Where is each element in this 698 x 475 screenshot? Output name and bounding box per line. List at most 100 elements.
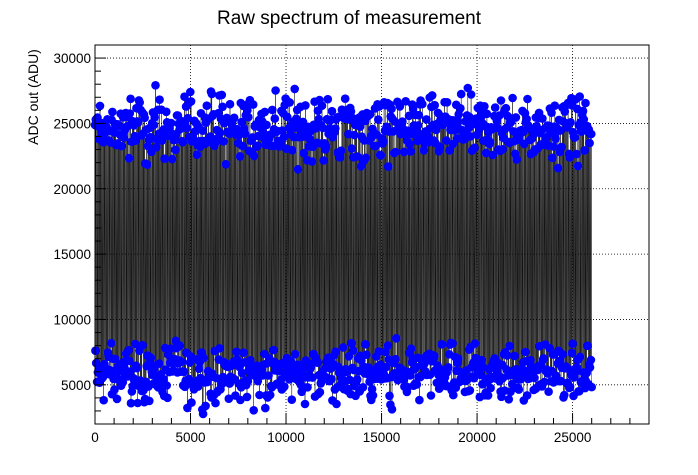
data-point bbox=[125, 109, 135, 118]
data-point bbox=[192, 150, 202, 159]
data-point bbox=[269, 345, 278, 355]
data-point bbox=[481, 148, 491, 158]
data-point bbox=[353, 152, 362, 161]
data-point bbox=[133, 398, 142, 408]
chart-title: Raw spectrum of measurement bbox=[217, 8, 482, 29]
data-point bbox=[435, 142, 445, 151]
data-point bbox=[456, 89, 466, 99]
data-point bbox=[229, 113, 239, 123]
data-point bbox=[502, 351, 512, 360]
data-point bbox=[566, 118, 575, 127]
data-point bbox=[242, 392, 252, 402]
data-point bbox=[523, 94, 532, 104]
data-point bbox=[299, 148, 309, 158]
data-point bbox=[327, 106, 337, 116]
data-point bbox=[262, 120, 271, 130]
data-point bbox=[178, 137, 188, 147]
data-point bbox=[406, 344, 416, 354]
axes bbox=[94, 44, 650, 425]
data-point bbox=[355, 122, 365, 131]
data-point bbox=[587, 129, 596, 139]
data-point bbox=[401, 97, 411, 106]
tick-labels: 0 5000 10000 15000 20000 25000 5000 10000 15000 2… bbox=[53, 51, 591, 445]
data-point bbox=[308, 373, 317, 382]
data-point bbox=[162, 381, 171, 390]
data-point bbox=[405, 139, 415, 149]
data-point bbox=[485, 137, 495, 147]
data-point bbox=[130, 339, 140, 349]
data-point bbox=[385, 391, 394, 401]
data-point bbox=[217, 90, 227, 100]
data-point bbox=[466, 132, 475, 141]
data-point bbox=[163, 393, 172, 403]
data-point bbox=[297, 387, 307, 397]
data-point bbox=[437, 340, 447, 349]
data-point bbox=[547, 108, 556, 117]
data-point bbox=[138, 340, 147, 350]
data-point bbox=[287, 145, 297, 155]
data-point bbox=[418, 99, 427, 109]
data-point bbox=[379, 137, 388, 146]
data-point bbox=[442, 98, 452, 107]
data-point bbox=[511, 113, 521, 122]
x-tick-label: 10000 bbox=[267, 430, 305, 445]
data-point bbox=[469, 373, 479, 383]
data-point bbox=[215, 128, 225, 138]
data-point bbox=[422, 115, 431, 124]
data-point bbox=[376, 151, 386, 160]
data-point bbox=[321, 142, 331, 151]
data-point bbox=[399, 147, 409, 157]
data-point bbox=[405, 371, 415, 380]
data-point bbox=[154, 359, 164, 368]
x-tick-label: 25000 bbox=[554, 430, 592, 445]
data-point bbox=[125, 356, 134, 366]
data-point bbox=[453, 117, 463, 127]
data-point bbox=[111, 354, 120, 364]
data-point bbox=[205, 132, 215, 141]
data-point bbox=[167, 154, 177, 164]
data-point bbox=[486, 383, 495, 393]
data-point bbox=[202, 101, 212, 110]
data-point bbox=[570, 133, 579, 142]
data-point bbox=[243, 106, 252, 115]
data-point bbox=[287, 395, 297, 405]
data-point bbox=[482, 109, 492, 119]
data-point bbox=[332, 399, 341, 409]
data-point bbox=[261, 403, 270, 413]
data-point bbox=[249, 151, 259, 161]
data-point bbox=[253, 141, 262, 150]
data-point bbox=[340, 94, 350, 103]
data-point bbox=[124, 153, 134, 163]
data-point bbox=[327, 374, 336, 384]
data-point bbox=[568, 339, 577, 349]
data-point bbox=[155, 95, 164, 104]
data-point bbox=[560, 390, 569, 400]
data-point bbox=[498, 145, 507, 154]
x-tick-label: 5000 bbox=[175, 430, 205, 445]
data-point bbox=[160, 154, 169, 163]
data-point bbox=[573, 161, 583, 171]
data-point bbox=[207, 89, 217, 99]
data-point bbox=[346, 107, 356, 116]
data-point bbox=[470, 143, 479, 153]
data-point bbox=[454, 354, 463, 363]
data-point bbox=[151, 81, 160, 90]
data-point bbox=[383, 341, 393, 350]
data-point bbox=[249, 406, 258, 415]
data-point bbox=[246, 355, 255, 365]
data-point bbox=[224, 394, 234, 404]
data-point bbox=[414, 110, 424, 120]
data-point bbox=[350, 130, 359, 140]
data-point bbox=[145, 396, 154, 406]
data-point bbox=[587, 382, 596, 392]
data-point bbox=[175, 125, 184, 134]
data-point bbox=[193, 382, 203, 391]
data-point bbox=[496, 96, 506, 105]
data-point bbox=[199, 353, 209, 363]
data-point bbox=[215, 344, 224, 353]
data-point bbox=[430, 100, 440, 110]
data-point bbox=[331, 347, 341, 357]
data-point bbox=[522, 391, 532, 400]
data-point bbox=[442, 136, 451, 145]
